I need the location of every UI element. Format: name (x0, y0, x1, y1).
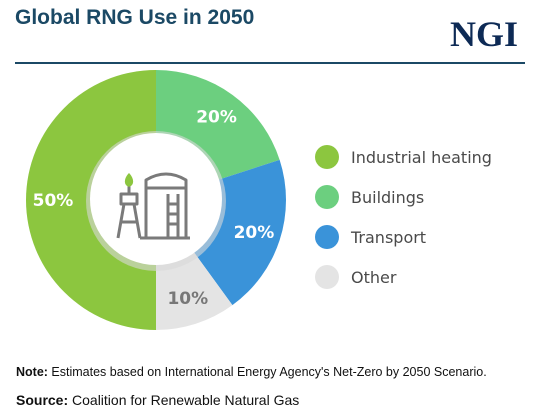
source-text: Coalition for Renewable Natural Gas (68, 392, 300, 408)
center-disc (86, 131, 226, 271)
legend-swatch-industrial-heating (315, 145, 339, 169)
header-divider (15, 62, 525, 64)
donut-chart: 20% 20% 10% 50% Industrial heating Buildings… (26, 70, 492, 330)
slice-labels: 20% 20% 10% 50% (33, 108, 275, 309)
note-text: Estimates based on International Energy … (47, 365, 487, 379)
footnote: Note: Estimates based on International E… (16, 365, 487, 379)
rng-facility-icon (116, 172, 190, 240)
source-label: Source: (16, 392, 69, 408)
slice-label-buildings: 20% (196, 108, 237, 128)
chart-legend: Industrial heating Buildings Transport Othe… (315, 145, 492, 289)
legend-label-other: Other (351, 268, 397, 287)
chart-title: Global RNG Use in 2050 (15, 6, 255, 29)
slice-label-industrial-heating: 50% (33, 191, 74, 211)
slice-label-transport: 20% (234, 223, 275, 243)
legend-label-buildings: Buildings (351, 188, 424, 207)
legend-swatch-buildings (315, 185, 339, 209)
legend-label-transport: Transport (350, 228, 426, 247)
note-label: Note: (16, 365, 48, 379)
ngi-logo: NGI (449, 14, 518, 54)
legend-label-industrial-heating: Industrial heating (351, 148, 492, 167)
source-line: Source: Coalition for Renewable Natural … (16, 392, 299, 408)
legend-swatch-transport (315, 225, 339, 249)
legend-swatch-other (315, 265, 339, 289)
slice-label-other: 10% (167, 289, 208, 309)
